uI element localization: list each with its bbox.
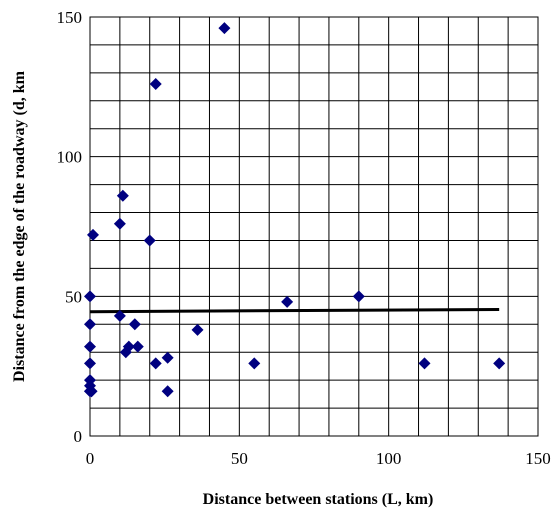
data-point: [418, 357, 431, 370]
data-point: [149, 78, 162, 91]
data-point: [122, 340, 135, 353]
data-point: [85, 385, 98, 398]
data-point: [113, 309, 126, 322]
y-tick-label: 150: [57, 8, 83, 27]
gridlines: [90, 17, 538, 436]
x-tick-label: 50: [231, 449, 248, 468]
y-tick-label: 50: [65, 287, 82, 306]
data-point: [113, 217, 126, 230]
y-tick-label: 100: [57, 148, 83, 167]
data-point: [84, 290, 96, 303]
y-tick-label: 0: [74, 427, 83, 446]
x-axis-title: Distance between stations (L, km): [203, 491, 434, 508]
x-tick-label: 0: [86, 449, 95, 468]
x-tick-label: 100: [376, 449, 402, 468]
y-tick-labels: 0 50 100 150: [57, 8, 83, 446]
data-point: [131, 340, 144, 353]
data-point: [281, 295, 294, 308]
x-tick-labels: 0 50 100 150: [86, 449, 551, 468]
x-tick-label: 150: [525, 449, 551, 468]
trend-line: [89, 307, 500, 314]
data-point: [86, 228, 99, 241]
data-point: [161, 385, 174, 398]
data-point: [128, 318, 141, 331]
data-point: [84, 357, 96, 370]
data-point: [84, 340, 96, 353]
data-point: [116, 189, 129, 202]
data-point: [149, 357, 162, 370]
data-point: [493, 357, 506, 370]
data-point: [161, 351, 174, 364]
plot-area: [89, 16, 539, 437]
data-points: [84, 22, 506, 398]
data-point: [191, 323, 204, 336]
data-point: [84, 318, 96, 331]
data-point: [352, 290, 365, 303]
data-point: [248, 357, 261, 370]
y-axis-title: Distance from the edge of the roadway (d…: [11, 70, 28, 382]
data-point: [218, 22, 231, 35]
data-point: [143, 234, 156, 247]
